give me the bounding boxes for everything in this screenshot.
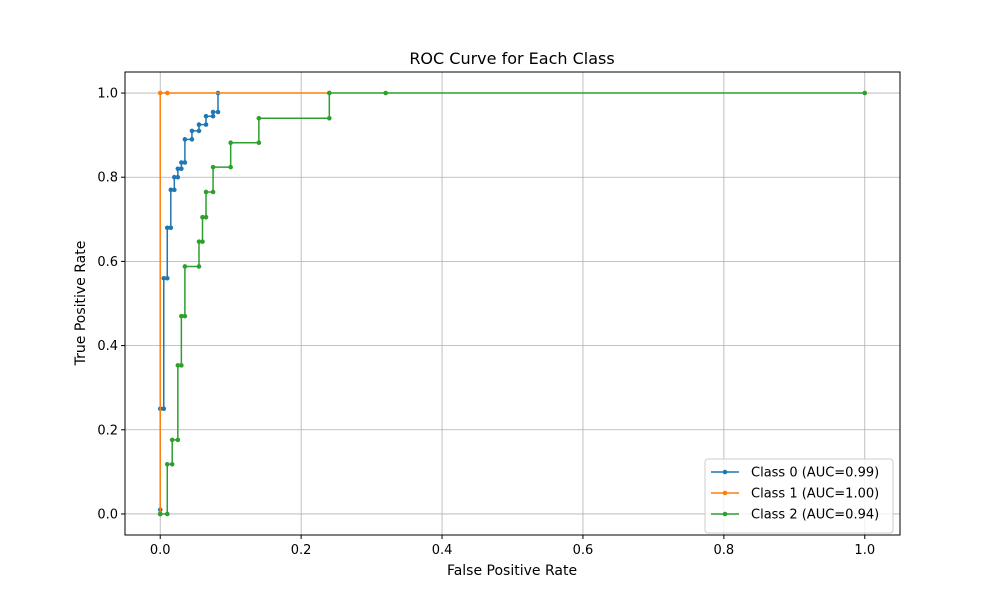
data-point (161, 406, 167, 412)
data-point (169, 437, 175, 443)
x-tick-label: 1.0 (854, 543, 875, 558)
y-tick-label: 1.0 (97, 87, 118, 102)
legend: Class 0 (AUC=0.99) Class 1 (AUC=1.00) Clas… (704, 458, 894, 534)
data-point (203, 113, 209, 119)
data-point (182, 313, 188, 319)
y-axis-ticks: 0.0 0.2 0.4 0.6 0.8 1.0 (97, 87, 125, 522)
data-point (196, 264, 202, 269)
series-class-2 (157, 90, 868, 517)
data-point (164, 511, 170, 517)
x-tick-label: 0.0 (150, 543, 171, 558)
chart-title: ROC Curve for Each Class (409, 49, 614, 68)
data-point (179, 166, 184, 172)
data-point (161, 275, 167, 281)
data-point (179, 160, 184, 165)
legend-entries: Class 0 (AUC=0.99) Class 1 (AUC=1.00) Clas… (711, 466, 879, 523)
data-point (210, 189, 216, 195)
data-point (210, 113, 216, 119)
data-point (203, 122, 209, 127)
data-point (175, 166, 181, 172)
data-point (164, 275, 170, 281)
y-axis-label: True Positive Rate (73, 241, 89, 367)
data-point (175, 363, 181, 368)
data-point (327, 90, 332, 96)
x-axis-label: False Positive Rate (447, 563, 577, 579)
data-point (327, 116, 332, 121)
series-class-1 (157, 90, 332, 517)
series-line (160, 92, 865, 515)
data-point (157, 511, 163, 517)
data-point (210, 164, 216, 170)
data-point (256, 140, 262, 146)
data-point (164, 90, 170, 96)
data-point (169, 461, 175, 467)
series-layer (157, 90, 868, 517)
legend-marker (722, 511, 728, 517)
x-tick-label: 0.4 (432, 543, 453, 558)
legend-entry: Class 0 (AUC=0.99) (711, 466, 879, 481)
data-point (196, 239, 202, 244)
y-tick-label: 0.6 (97, 255, 118, 270)
x-tick-label: 0.8 (714, 543, 735, 558)
series-line (159, 93, 219, 514)
data-point (175, 174, 181, 180)
legend-entry: Class 1 (AUC=1.00) (711, 487, 879, 502)
data-point (172, 187, 177, 193)
data-point (196, 122, 202, 127)
data-point (189, 137, 195, 142)
data-point (200, 214, 205, 220)
y-tick-label: 0.0 (97, 507, 118, 522)
data-point (203, 214, 209, 220)
y-tick-label: 0.8 (97, 171, 118, 186)
data-point (157, 90, 163, 96)
data-point (215, 109, 221, 115)
legend-label: Class 2 (AUC=0.94) (751, 508, 879, 523)
series-class-0 (157, 90, 221, 517)
data-point (182, 264, 188, 269)
data-point (196, 128, 202, 134)
data-point (164, 225, 170, 231)
data-point (172, 174, 177, 180)
legend-entry: Class 2 (AUC=0.94) (711, 508, 879, 523)
x-axis-ticks: 0.0 0.2 0.4 0.6 0.8 1.0 (150, 535, 875, 558)
x-tick-label: 0.2 (291, 543, 312, 558)
plot-frame (124, 71, 901, 536)
legend-marker (722, 469, 728, 475)
data-point (182, 137, 188, 142)
data-point (256, 116, 262, 121)
data-point (189, 128, 195, 134)
series-line (159, 92, 330, 514)
data-point (175, 437, 181, 443)
legend-label: Class 0 (AUC=0.99) (751, 466, 879, 481)
data-point (210, 109, 216, 115)
y-tick-label: 0.4 (97, 339, 118, 354)
data-point (168, 187, 174, 193)
data-point (179, 363, 184, 368)
data-point (179, 313, 184, 319)
data-point (228, 140, 233, 146)
legend-marker (722, 490, 728, 496)
data-point (862, 90, 868, 96)
data-point (182, 160, 188, 165)
data-point (228, 164, 233, 170)
legend-label: Class 1 (AUC=1.00) (751, 487, 879, 502)
data-point (164, 461, 170, 467)
x-tick-label: 0.6 (573, 543, 594, 558)
data-point (383, 90, 388, 96)
data-point (168, 225, 174, 231)
y-tick-label: 0.2 (97, 423, 118, 438)
data-point (203, 189, 209, 195)
legend-box (704, 458, 894, 534)
data-point (200, 239, 205, 244)
